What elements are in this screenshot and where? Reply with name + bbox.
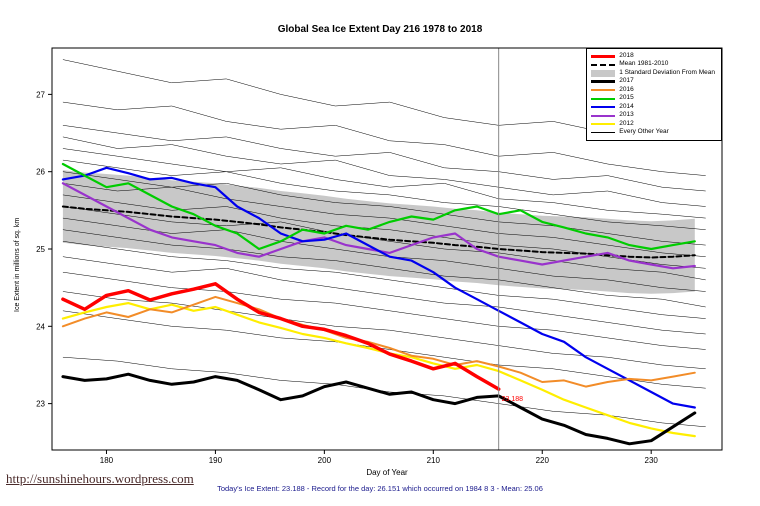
legend-item-other: Every Other Year (591, 128, 715, 138)
series-line-y2017 (61, 372, 697, 446)
background-year-line (62, 256, 706, 335)
y-tick-label: 27 (36, 90, 45, 99)
legend-label: Every Other Year (619, 128, 669, 136)
background-year-line (62, 125, 706, 192)
series-line-y2015 (61, 162, 696, 251)
legend-item-y2014: 2014 (591, 103, 715, 112)
legend-item-y2016: 2016 (591, 86, 715, 95)
legend-sample-other (591, 132, 616, 134)
legend-sample-y2014 (591, 106, 616, 109)
y-tick-label: 24 (36, 322, 45, 331)
legend-item-y2012: 2012 (591, 120, 715, 129)
legend-sample-mean (591, 63, 616, 66)
background-year-line (62, 136, 706, 207)
legend-item-y2013: 2013 (591, 111, 715, 121)
x-tick-label: 230 (645, 456, 659, 465)
legend-label: 2012 (619, 119, 634, 127)
current-extent-annotation: 23.188 (502, 396, 524, 403)
x-tick-label: 220 (536, 456, 550, 465)
legend-label: 2017 (619, 77, 634, 85)
background-year-line (62, 229, 706, 308)
x-axis-label: Day of Year (366, 468, 408, 477)
background-year-line (62, 271, 706, 350)
legend-sample-y2012 (591, 123, 616, 126)
x-tick-label: 180 (100, 456, 114, 465)
background-year-line (62, 159, 706, 230)
legend-item-mean: Mean 1981-2010 (591, 60, 715, 70)
chart-title: Global Sea Ice Extent Day 216 1978 to 20… (277, 24, 483, 35)
legend-sample-stddev (591, 69, 616, 77)
legend-label: 2013 (619, 111, 634, 119)
background-year-line (62, 148, 706, 219)
legend-item-y2018: 2018 (591, 52, 715, 61)
y-tick-label: 23 (36, 400, 45, 409)
legend-sample-y2018 (591, 54, 616, 58)
legend-sample-y2016 (591, 89, 616, 92)
y-tick-label: 25 (36, 245, 45, 254)
background-year-line (62, 241, 706, 319)
y-tick-label: 26 (36, 168, 45, 177)
legend-item-stddev: 1 Standard Deviation From Mean (591, 69, 715, 78)
x-tick-label: 190 (209, 456, 223, 465)
footer-summary: Today's Ice Extent: 23.188 - Record for … (217, 484, 543, 493)
background-year-line (62, 206, 706, 281)
series-line-y2014 (61, 166, 696, 409)
background-year-line (62, 194, 706, 269)
legend-label: 2018 (619, 51, 634, 59)
background-year-line (62, 291, 706, 370)
series-line-y2016 (61, 295, 696, 388)
legend-label: 2015 (619, 94, 634, 102)
footer-link[interactable]: http://sunshinehours.wordpress.com (6, 471, 194, 486)
background-year-line (62, 310, 706, 389)
background-year-line (62, 101, 706, 176)
legend-item-y2017: 2017 (591, 77, 715, 87)
x-tick-label: 210 (427, 456, 441, 465)
legend: 2018 Mean 1981-2010 1 Standard Deviation F… (586, 48, 722, 141)
series-line-y2012 (61, 302, 696, 438)
series-line-y2018 (61, 282, 501, 391)
legend-sample-y2017 (591, 80, 616, 84)
y-axis-label: Ice Extent in millions of sq. km (14, 217, 21, 312)
legend-label: Mean 1981-2010 (619, 60, 669, 68)
legend-label: 2016 (619, 85, 634, 93)
legend-label: 2014 (619, 102, 634, 110)
legend-sample-y2013 (591, 114, 616, 117)
legend-sample-y2015 (591, 97, 616, 100)
legend-label: 1 Standard Deviation From Mean (619, 68, 715, 76)
background-year-line (62, 183, 706, 257)
series-line-mean (61, 205, 696, 259)
x-tick-label: 200 (318, 456, 332, 465)
legend-item-y2015: 2015 (591, 94, 715, 104)
